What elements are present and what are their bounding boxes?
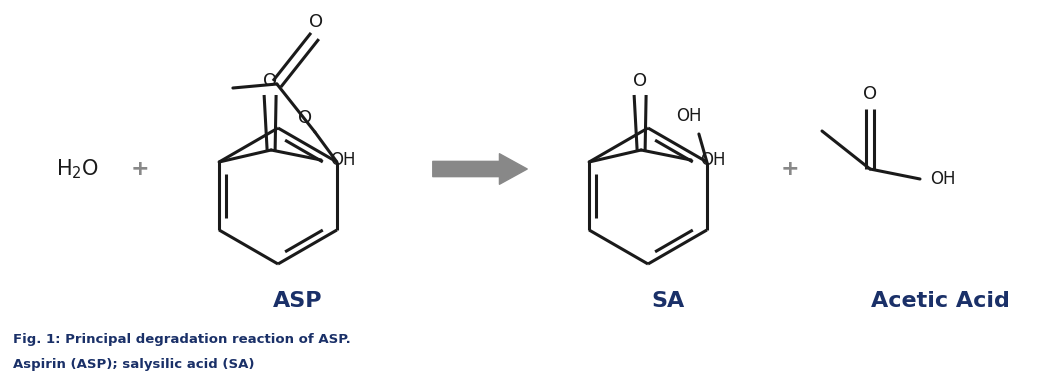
- Text: H$_2$O: H$_2$O: [57, 157, 100, 181]
- Text: O: O: [298, 109, 312, 127]
- Text: OH: OH: [700, 151, 726, 169]
- Text: SA: SA: [652, 291, 684, 311]
- Text: OH: OH: [330, 151, 356, 169]
- Text: Fig. 1: Principal degradation reaction of ASP.: Fig. 1: Principal degradation reaction o…: [13, 333, 350, 346]
- Text: +: +: [781, 159, 800, 179]
- Text: Acetic Acid: Acetic Acid: [871, 291, 1009, 311]
- Text: Aspirin (ASP); salysilic acid (SA): Aspirin (ASP); salysilic acid (SA): [13, 358, 254, 371]
- Text: O: O: [309, 13, 323, 31]
- Text: ASP: ASP: [274, 291, 323, 311]
- Text: OH: OH: [676, 107, 702, 125]
- Text: OH: OH: [931, 170, 956, 188]
- Text: O: O: [863, 85, 877, 103]
- Text: O: O: [633, 72, 648, 90]
- Text: O: O: [263, 72, 277, 90]
- Text: +: +: [131, 159, 149, 179]
- FancyArrowPatch shape: [433, 154, 527, 184]
